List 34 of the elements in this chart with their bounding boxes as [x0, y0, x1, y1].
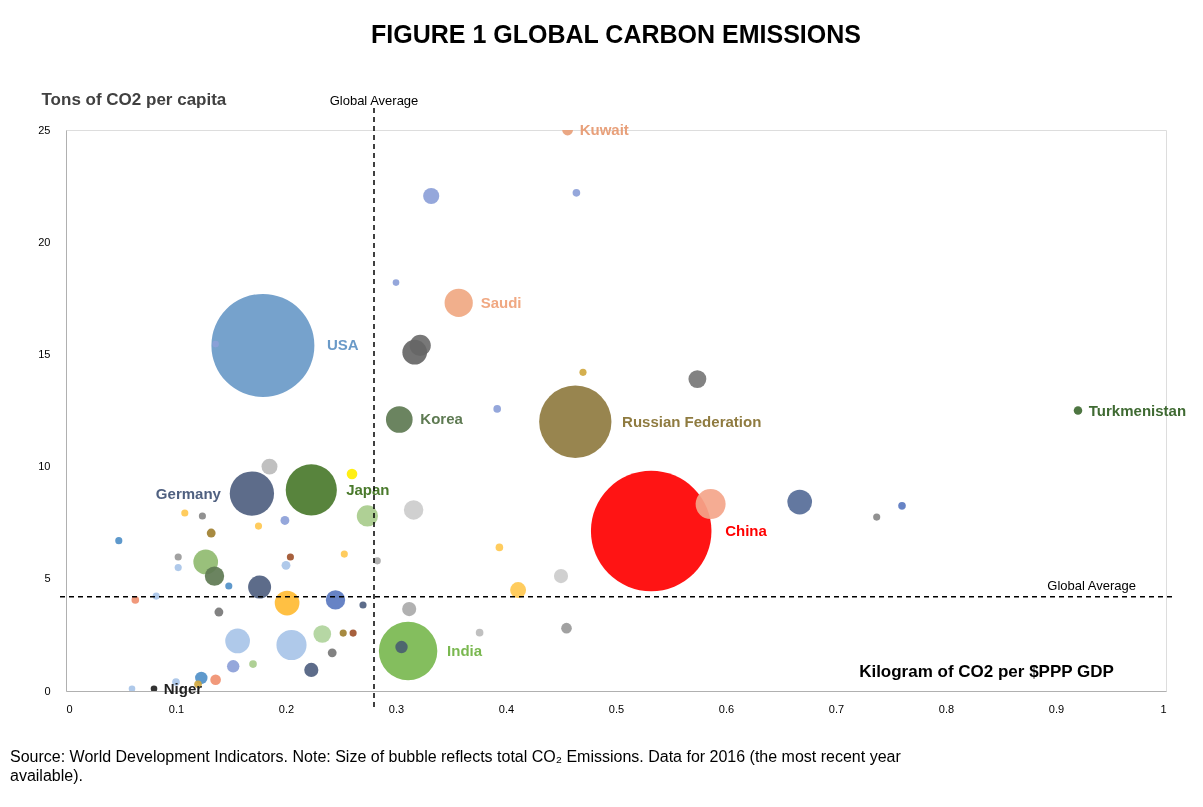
- x-tick-label: 0.9: [1048, 702, 1065, 715]
- series-label: Kuwait: [579, 121, 629, 138]
- y-tick-label: 5: [44, 572, 51, 585]
- x-tick-label: 0.5: [608, 702, 625, 715]
- y-tick-label: 25: [38, 123, 51, 136]
- series-label: Germany: [155, 484, 222, 502]
- series-label: Russian Federation: [622, 412, 762, 430]
- series-label: USA: [327, 336, 359, 354]
- x-tick-label: 0.8: [938, 702, 955, 715]
- x-tick-label: 1: [1160, 702, 1167, 715]
- y-tick-label: 15: [38, 347, 51, 360]
- y-tick-label: 10: [38, 460, 51, 473]
- x-tick-label: 0.3: [388, 702, 405, 715]
- series-label: Turkmenistan: [1088, 401, 1187, 419]
- x-axis-title: Kilogram of CO2 per $PPP GDP: [859, 661, 1114, 681]
- ref-line-label: Global Average: [329, 93, 419, 108]
- x-tick-label: 0.7: [828, 702, 845, 715]
- series-label: Japan: [346, 480, 390, 498]
- y-tick-label: 0: [44, 684, 51, 697]
- source-note: Source: World Development Indicators. Note: Size of bubble reflects total CO₂ Emissions. Data for 2016 (the most recent year available).: [10, 748, 902, 784]
- x-tick-label: 0.2: [278, 702, 295, 715]
- x-tick-label: 0: [66, 702, 73, 715]
- series-label: Niger: [163, 679, 203, 697]
- y-axis-title: Tons of CO2 per capita: [41, 89, 227, 109]
- x-tick-label: 0.1: [168, 702, 185, 715]
- series-label: Korea: [420, 410, 464, 428]
- series-label: India: [447, 642, 483, 660]
- series-label: Saudi: [480, 293, 522, 311]
- x-tick-label: 0.6: [718, 702, 735, 715]
- y-tick-label: 20: [38, 235, 51, 248]
- x-tick-label: 0.4: [498, 702, 515, 715]
- chart-title: FIGURE 1 GLOBAL CARBON EMISSIONS: [371, 20, 861, 48]
- series-label: China: [725, 522, 768, 539]
- ref-line-label: Global Average: [1047, 577, 1136, 593]
